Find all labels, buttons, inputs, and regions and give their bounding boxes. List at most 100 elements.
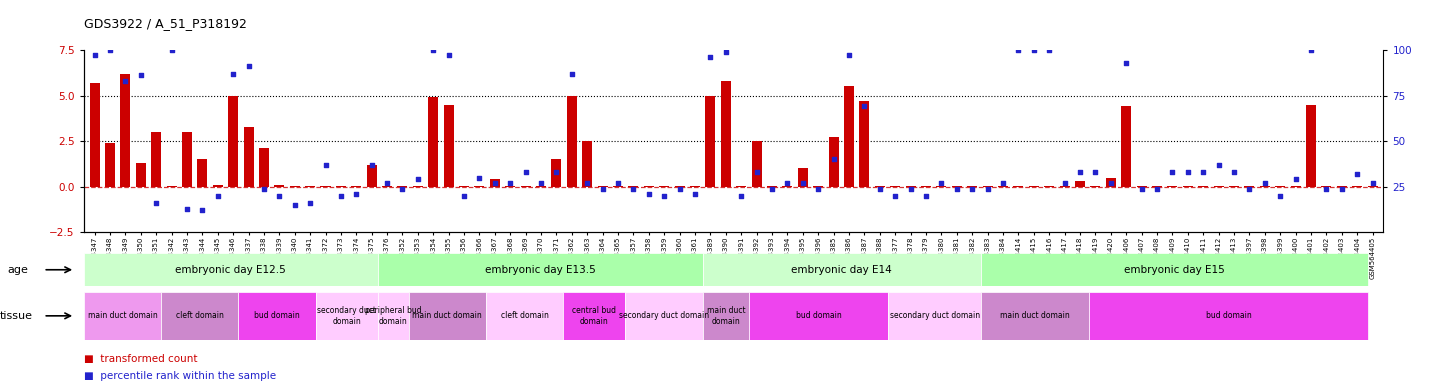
Point [175, 205, 198, 212]
Bar [105, 143, 116, 187]
Bar [487, 292, 563, 340]
Point [791, 180, 814, 186]
Point [1346, 171, 1369, 177]
Point [976, 185, 999, 192]
Bar [749, 292, 888, 340]
Bar [443, 105, 453, 187]
Bar [136, 163, 146, 187]
Bar [552, 159, 562, 187]
Point [775, 180, 799, 186]
Bar [182, 132, 192, 187]
Point [838, 52, 861, 58]
Point [82, 52, 105, 58]
Bar [859, 101, 869, 187]
Point [1022, 47, 1045, 53]
Point [653, 193, 676, 199]
Text: ■  percentile rank within the sample: ■ percentile rank within the sample [84, 371, 276, 381]
Bar [162, 292, 238, 340]
Bar [888, 292, 980, 340]
Point [160, 47, 183, 53]
Text: GDS3922 / A_51_P318192: GDS3922 / A_51_P318192 [84, 17, 247, 30]
Point [868, 185, 891, 192]
Bar [625, 292, 703, 340]
Text: ■  transformed count: ■ transformed count [84, 354, 198, 364]
Point [422, 47, 445, 53]
Bar [258, 149, 269, 187]
Point [114, 78, 137, 84]
Text: tissue: tissue [0, 311, 33, 321]
Bar [845, 86, 853, 187]
Point [1284, 176, 1307, 182]
Bar [1074, 181, 1084, 187]
Bar [244, 127, 254, 187]
Text: bud domain: bud domain [254, 311, 300, 320]
Point [468, 175, 491, 181]
Text: embryonic day E14: embryonic day E14 [791, 265, 892, 275]
Point [1362, 180, 1385, 186]
Point [329, 193, 352, 199]
Bar [429, 98, 439, 187]
Text: secondary duct
domain: secondary duct domain [318, 306, 377, 326]
Bar [84, 253, 378, 286]
Point [375, 180, 399, 186]
Bar [980, 253, 1367, 286]
Point [221, 71, 244, 77]
Point [206, 193, 230, 199]
Point [930, 180, 953, 186]
Bar [378, 253, 703, 286]
Point [1253, 180, 1276, 186]
Point [237, 63, 260, 70]
Point [484, 180, 507, 186]
Point [560, 71, 583, 77]
Point [715, 49, 738, 55]
Point [1223, 169, 1246, 175]
Bar [721, 81, 731, 187]
Point [1084, 169, 1108, 175]
Point [683, 191, 706, 197]
Text: main duct
domain: main duct domain [706, 306, 745, 326]
Point [807, 185, 830, 192]
Point [313, 162, 336, 168]
Point [267, 193, 290, 199]
Bar [703, 292, 749, 340]
Point [406, 176, 429, 182]
Text: central bud
domain: central bud domain [572, 306, 617, 326]
Point [606, 180, 630, 186]
Point [914, 193, 937, 199]
Point [283, 202, 306, 208]
Point [1315, 185, 1339, 192]
Point [622, 185, 645, 192]
Bar [1106, 178, 1116, 187]
Point [1238, 185, 1261, 192]
Text: secondary duct domain: secondary duct domain [619, 311, 709, 320]
Bar [1089, 292, 1367, 340]
Point [884, 193, 907, 199]
Bar [1121, 106, 1131, 187]
Point [1207, 162, 1230, 168]
Point [438, 52, 461, 58]
Point [729, 193, 752, 199]
Bar [582, 141, 592, 187]
Point [1006, 47, 1030, 53]
Text: embryonic day E15: embryonic day E15 [1123, 265, 1225, 275]
Point [1099, 180, 1122, 186]
Point [1053, 180, 1076, 186]
Text: bud domain: bud domain [796, 311, 842, 320]
Point [669, 185, 692, 192]
Text: main duct domain: main duct domain [413, 311, 482, 320]
Bar [120, 74, 130, 187]
Bar [238, 292, 316, 340]
Point [129, 73, 152, 79]
Text: main duct domain: main duct domain [1001, 311, 1070, 320]
Bar [490, 179, 500, 187]
Point [1300, 47, 1323, 53]
Point [1145, 185, 1168, 192]
Bar [1305, 105, 1315, 187]
Point [299, 200, 322, 206]
Point [992, 180, 1015, 186]
Text: secondary duct domain: secondary duct domain [890, 311, 979, 320]
Point [1069, 169, 1092, 175]
Point [498, 180, 521, 186]
Bar [829, 137, 839, 187]
Bar [367, 165, 377, 187]
